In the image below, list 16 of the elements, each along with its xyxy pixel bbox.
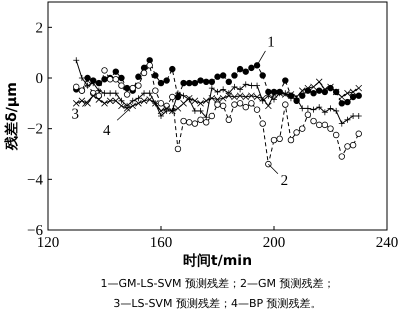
x-tick-label: 200 [262,235,286,251]
y-tick-label: −4 [27,172,44,188]
annotation: 3 [71,106,79,123]
y-tick-label: 0 [36,71,43,87]
annotation: 4 [103,122,111,139]
x-tick-label: 120 [36,235,60,251]
annotation: 1 [267,34,275,50]
x-tick-label: 160 [150,235,172,251]
text: 1—GM-LS-SVM 预测残差；2—GM 预测残差； [100,277,335,290]
x-tick-label: 240 [376,235,398,251]
text: 3—LS-SVM 预测残差；4—BP 预测残差。 [113,297,322,310]
annotation: 2 [280,173,288,190]
y-tick-label: 2 [36,20,43,36]
x-axis-title: 时间t/min [182,253,252,269]
y-tick-label: −2 [27,122,43,138]
y-axis-title: 残差δ/μm [4,82,20,151]
